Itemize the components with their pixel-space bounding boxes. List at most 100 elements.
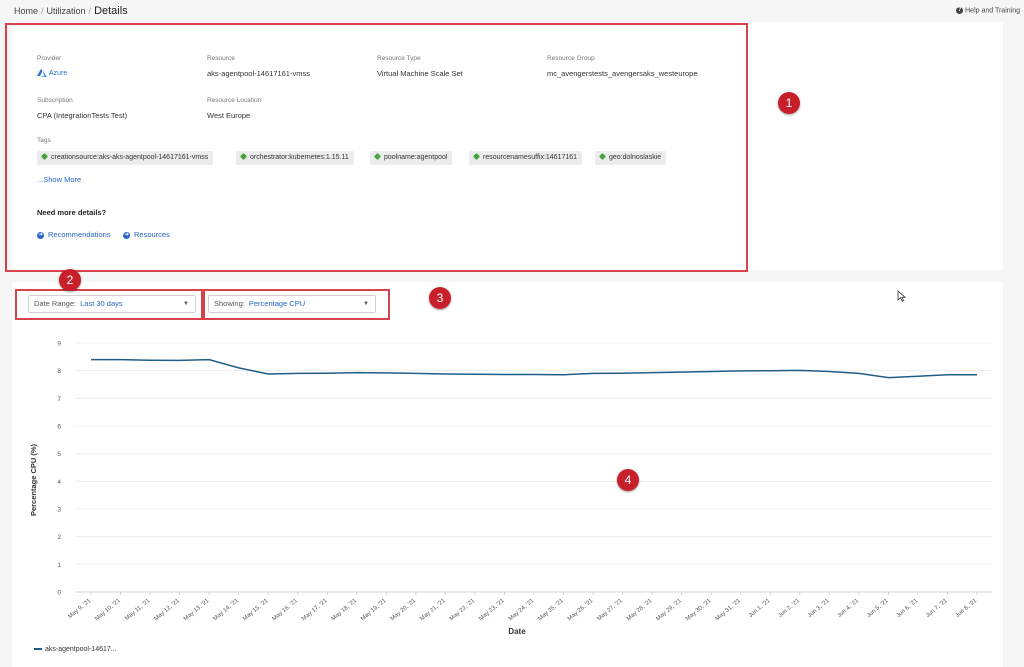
page-gutter-left	[0, 22, 12, 667]
page-gutter-right	[1003, 22, 1024, 667]
help-and-training-link[interactable]: ? Help and Training	[956, 7, 1020, 14]
x-tick-label: May 20, '21	[390, 598, 418, 623]
x-tick-label: May 26, '21	[567, 598, 595, 623]
x-tick-label: May 16, '21	[272, 598, 300, 623]
breadcrumb: Home / Utilization / Details	[14, 5, 128, 17]
breadcrumb-utilization[interactable]: Utilization	[46, 6, 86, 16]
annotation-box-date-range	[15, 289, 203, 320]
tag-chip: resourcenamesuffix:14617161	[469, 151, 583, 165]
resource-location-label: Resource Location	[207, 97, 262, 104]
x-tick-label: May 10, '21	[94, 598, 122, 623]
show-more-link[interactable]: ...Show More	[37, 175, 82, 184]
x-tick-label: Jun 8, '21	[955, 598, 979, 620]
breadcrumb-home[interactable]: Home	[14, 6, 39, 16]
caret-down-icon: ▼	[183, 301, 189, 307]
provider-name: Azure	[49, 69, 68, 77]
arrow-right-circle-icon: ➜	[123, 231, 130, 239]
subscription-value: CPA (IntegrationTests Test)	[37, 111, 128, 120]
cpu-line-chart: 0 1 2 3 4 5 6 7 8 9 May 9, '21 May 10, '21 May 11, …	[29, 341, 992, 636]
subscription-label: Subscription	[37, 97, 73, 104]
mouse-cursor-icon	[897, 290, 906, 302]
azure-logo-icon	[37, 69, 47, 77]
annotation-badge-3: 3	[429, 287, 451, 309]
x-tick-label: May 17, '21	[301, 598, 329, 623]
breadcrumb-separator: /	[88, 6, 92, 16]
tag-text: creationsource:aks-aks-agentpool-1461716…	[51, 154, 209, 161]
x-tick-label: Jun 5, '21	[866, 598, 890, 620]
help-circle-icon: ?	[956, 7, 964, 14]
resource-group-value: mc_avengerstests_avengersaks_westeurope	[547, 69, 698, 78]
annotation-badge-4: 4	[617, 469, 639, 491]
x-tick-label: May 9, '21	[67, 598, 92, 621]
tag-text: orchestrator:kubernetes:1.15.11	[250, 154, 349, 161]
resource-group-label: Resource Group	[547, 55, 595, 62]
y-tick-label: 4	[57, 479, 61, 486]
resources-link[interactable]: ➜ Resources	[123, 230, 170, 239]
more-details-heading: Need more details?	[37, 208, 107, 217]
x-tick-label: May 18, '21	[331, 598, 359, 623]
x-tick-label: May 25, '21	[537, 598, 565, 623]
date-range-dropdown[interactable]: Date Range: Last 30 days ▼	[28, 295, 196, 313]
caret-down-icon: ▼	[363, 301, 369, 307]
tags-label: Tags	[37, 137, 51, 144]
arrow-right-circle-icon: ➜	[37, 231, 44, 239]
resource-value: aks-agentpool-14617161-vmss	[207, 69, 310, 78]
top-bar	[0, 0, 1024, 22]
x-tick-label: Jun 6, '21	[896, 598, 920, 620]
resource-details-panel: Provider Azure Resource aks-agentpool-14…	[14, 23, 749, 269]
x-tick-label: May 29, '21	[655, 598, 683, 623]
x-tick-label: Jun 7, '21	[925, 598, 949, 620]
x-tick-label: May 30, '21	[685, 598, 713, 623]
y-axis-label: Percentage CPU (%)	[29, 443, 38, 516]
breadcrumb-separator: /	[41, 6, 44, 16]
recommendations-link[interactable]: ➜ Recommendations	[37, 230, 111, 239]
annotation-badge-1: 1	[778, 92, 800, 114]
y-tick-label: 7	[57, 396, 61, 403]
resource-label: Resource	[207, 55, 235, 62]
x-axis-label: Date	[508, 627, 526, 636]
tag-chip: orchestrator:kubernetes:1.15.11	[236, 151, 354, 165]
date-range-label: Date Range:	[34, 299, 77, 308]
tag-text: resourcenamesuffix:14617161	[483, 154, 578, 161]
x-tick-label: May 21, '21	[419, 598, 447, 623]
chart-legend[interactable]: aks-agentpool-14617...	[34, 646, 117, 653]
x-tick-label: May 11, '21	[124, 598, 152, 623]
tag-chip: creationsource:aks-aks-agentpool-1461716…	[37, 151, 214, 165]
y-tick-label: 6	[57, 424, 61, 431]
x-tick-label: May 22, '21	[449, 598, 477, 623]
showing-dropdown[interactable]: Showing: Percentage CPU ▼	[208, 295, 376, 313]
section-separator	[0, 270, 1024, 282]
x-tick-label: Jun 3, '21	[807, 598, 831, 620]
y-tick-label: 9	[57, 341, 61, 348]
showing-label: Showing:	[214, 299, 245, 308]
x-tick-label: May 31, '21	[715, 598, 743, 623]
breadcrumb-current: Details	[94, 5, 128, 17]
resource-location-value: West Europe	[207, 111, 251, 120]
recommendations-label: Recommendations	[48, 230, 111, 239]
x-tick-label: May 15, '21	[242, 598, 270, 623]
y-tick-label: 1	[57, 562, 61, 569]
legend-swatch	[34, 648, 42, 651]
y-tick-label: 8	[57, 368, 61, 375]
showing-value: Percentage CPU	[248, 299, 306, 308]
series-line-aks-agentpool	[91, 358, 977, 379]
x-tick-label: May 12, '21	[153, 598, 181, 623]
annotation-badge-2: 2	[59, 269, 81, 291]
x-tick-label: May 24, '21	[508, 598, 536, 623]
y-tick-label: 2	[57, 534, 61, 541]
annotation-box-showing	[203, 289, 390, 320]
x-axis-ticks: May 9, '21 May 10, '21 May 11, '21 May 12, …	[67, 592, 979, 623]
y-axis-ticks: 0 1 2 3 4 5 6 7 8 9	[57, 341, 61, 597]
resource-type-value: Virtual Machine Scale Set	[377, 69, 463, 78]
x-tick-label: May 19, '21	[360, 598, 388, 623]
y-tick-label: 5	[57, 451, 61, 458]
x-tick-label: May 27, '21	[596, 598, 624, 623]
x-tick-label: Jun 1, '21	[748, 598, 772, 620]
date-range-value: Last 30 days	[80, 299, 123, 308]
chart-grid	[76, 342, 992, 593]
x-tick-label: Jun 4, '21	[836, 598, 860, 620]
provider-value: Azure	[37, 69, 67, 77]
annotation-box-details	[5, 23, 748, 272]
y-tick-label: 3	[57, 507, 61, 514]
provider-label: Provider	[37, 55, 62, 62]
